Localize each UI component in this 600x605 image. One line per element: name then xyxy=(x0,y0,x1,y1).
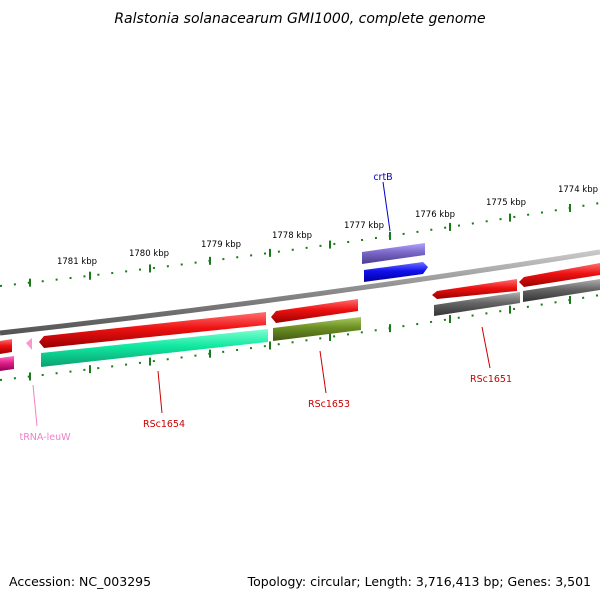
feature-gray-1[interactable] xyxy=(434,292,520,316)
feature-crtB-purple[interactable] xyxy=(362,243,425,264)
tick-label: 1779 kbp xyxy=(201,240,241,250)
leader-RSc1653 xyxy=(319,350,327,394)
feature-left-red[interactable] xyxy=(0,339,12,354)
tick-label: 1776 kbp xyxy=(415,210,455,220)
feature-gray-2[interactable] xyxy=(523,279,600,302)
feature-label-crtB: crtB xyxy=(373,172,392,183)
major-ticks xyxy=(29,203,571,381)
map-title: Ralstonia solanacearum GMI1000, complete… xyxy=(114,11,485,27)
feature-label-RSc1651: RSc1651 xyxy=(470,374,512,385)
topology-text: Topology: circular; Length: 3,716,413 bp… xyxy=(247,574,591,589)
tick-label: 1777 kbp xyxy=(344,221,384,231)
feature-teal[interactable] xyxy=(41,329,268,367)
feature-label-tRNA-leuW: tRNA-leuW xyxy=(19,432,71,443)
feature-tRNA-leuW[interactable] xyxy=(26,338,32,350)
leader-tRNA-leuW xyxy=(32,384,38,427)
leader-crtB xyxy=(382,181,391,232)
tick-label: 1780 kbp xyxy=(129,249,169,259)
tick-label: 1774 kbp xyxy=(558,185,598,195)
feature-left-magenta[interactable] xyxy=(0,356,14,371)
feature-olive[interactable] xyxy=(273,317,361,341)
tick-label: 1778 kbp xyxy=(272,231,312,241)
tick-label: 1775 kbp xyxy=(486,198,526,208)
inner-tick-track xyxy=(0,294,600,381)
leader-RSc1651 xyxy=(481,326,491,369)
feature-label-RSc1654: RSc1654 xyxy=(143,419,185,430)
leader-RSc1654 xyxy=(157,370,163,414)
tick-label: 1781 kbp xyxy=(57,257,97,267)
feature-RSc1654[interactable] xyxy=(39,312,266,348)
feature-crtB-blue[interactable] xyxy=(364,262,428,282)
genome-backbone xyxy=(0,249,600,336)
feature-cds-right-2[interactable] xyxy=(519,263,600,287)
feature-label-RSc1653: RSc1653 xyxy=(308,399,350,410)
outer-tick-track xyxy=(0,202,600,287)
feature-RSc1653[interactable] xyxy=(271,299,358,323)
accession-text: Accession: NC_003295 xyxy=(9,574,152,589)
feature-cds-right-1[interactable] xyxy=(432,279,517,299)
